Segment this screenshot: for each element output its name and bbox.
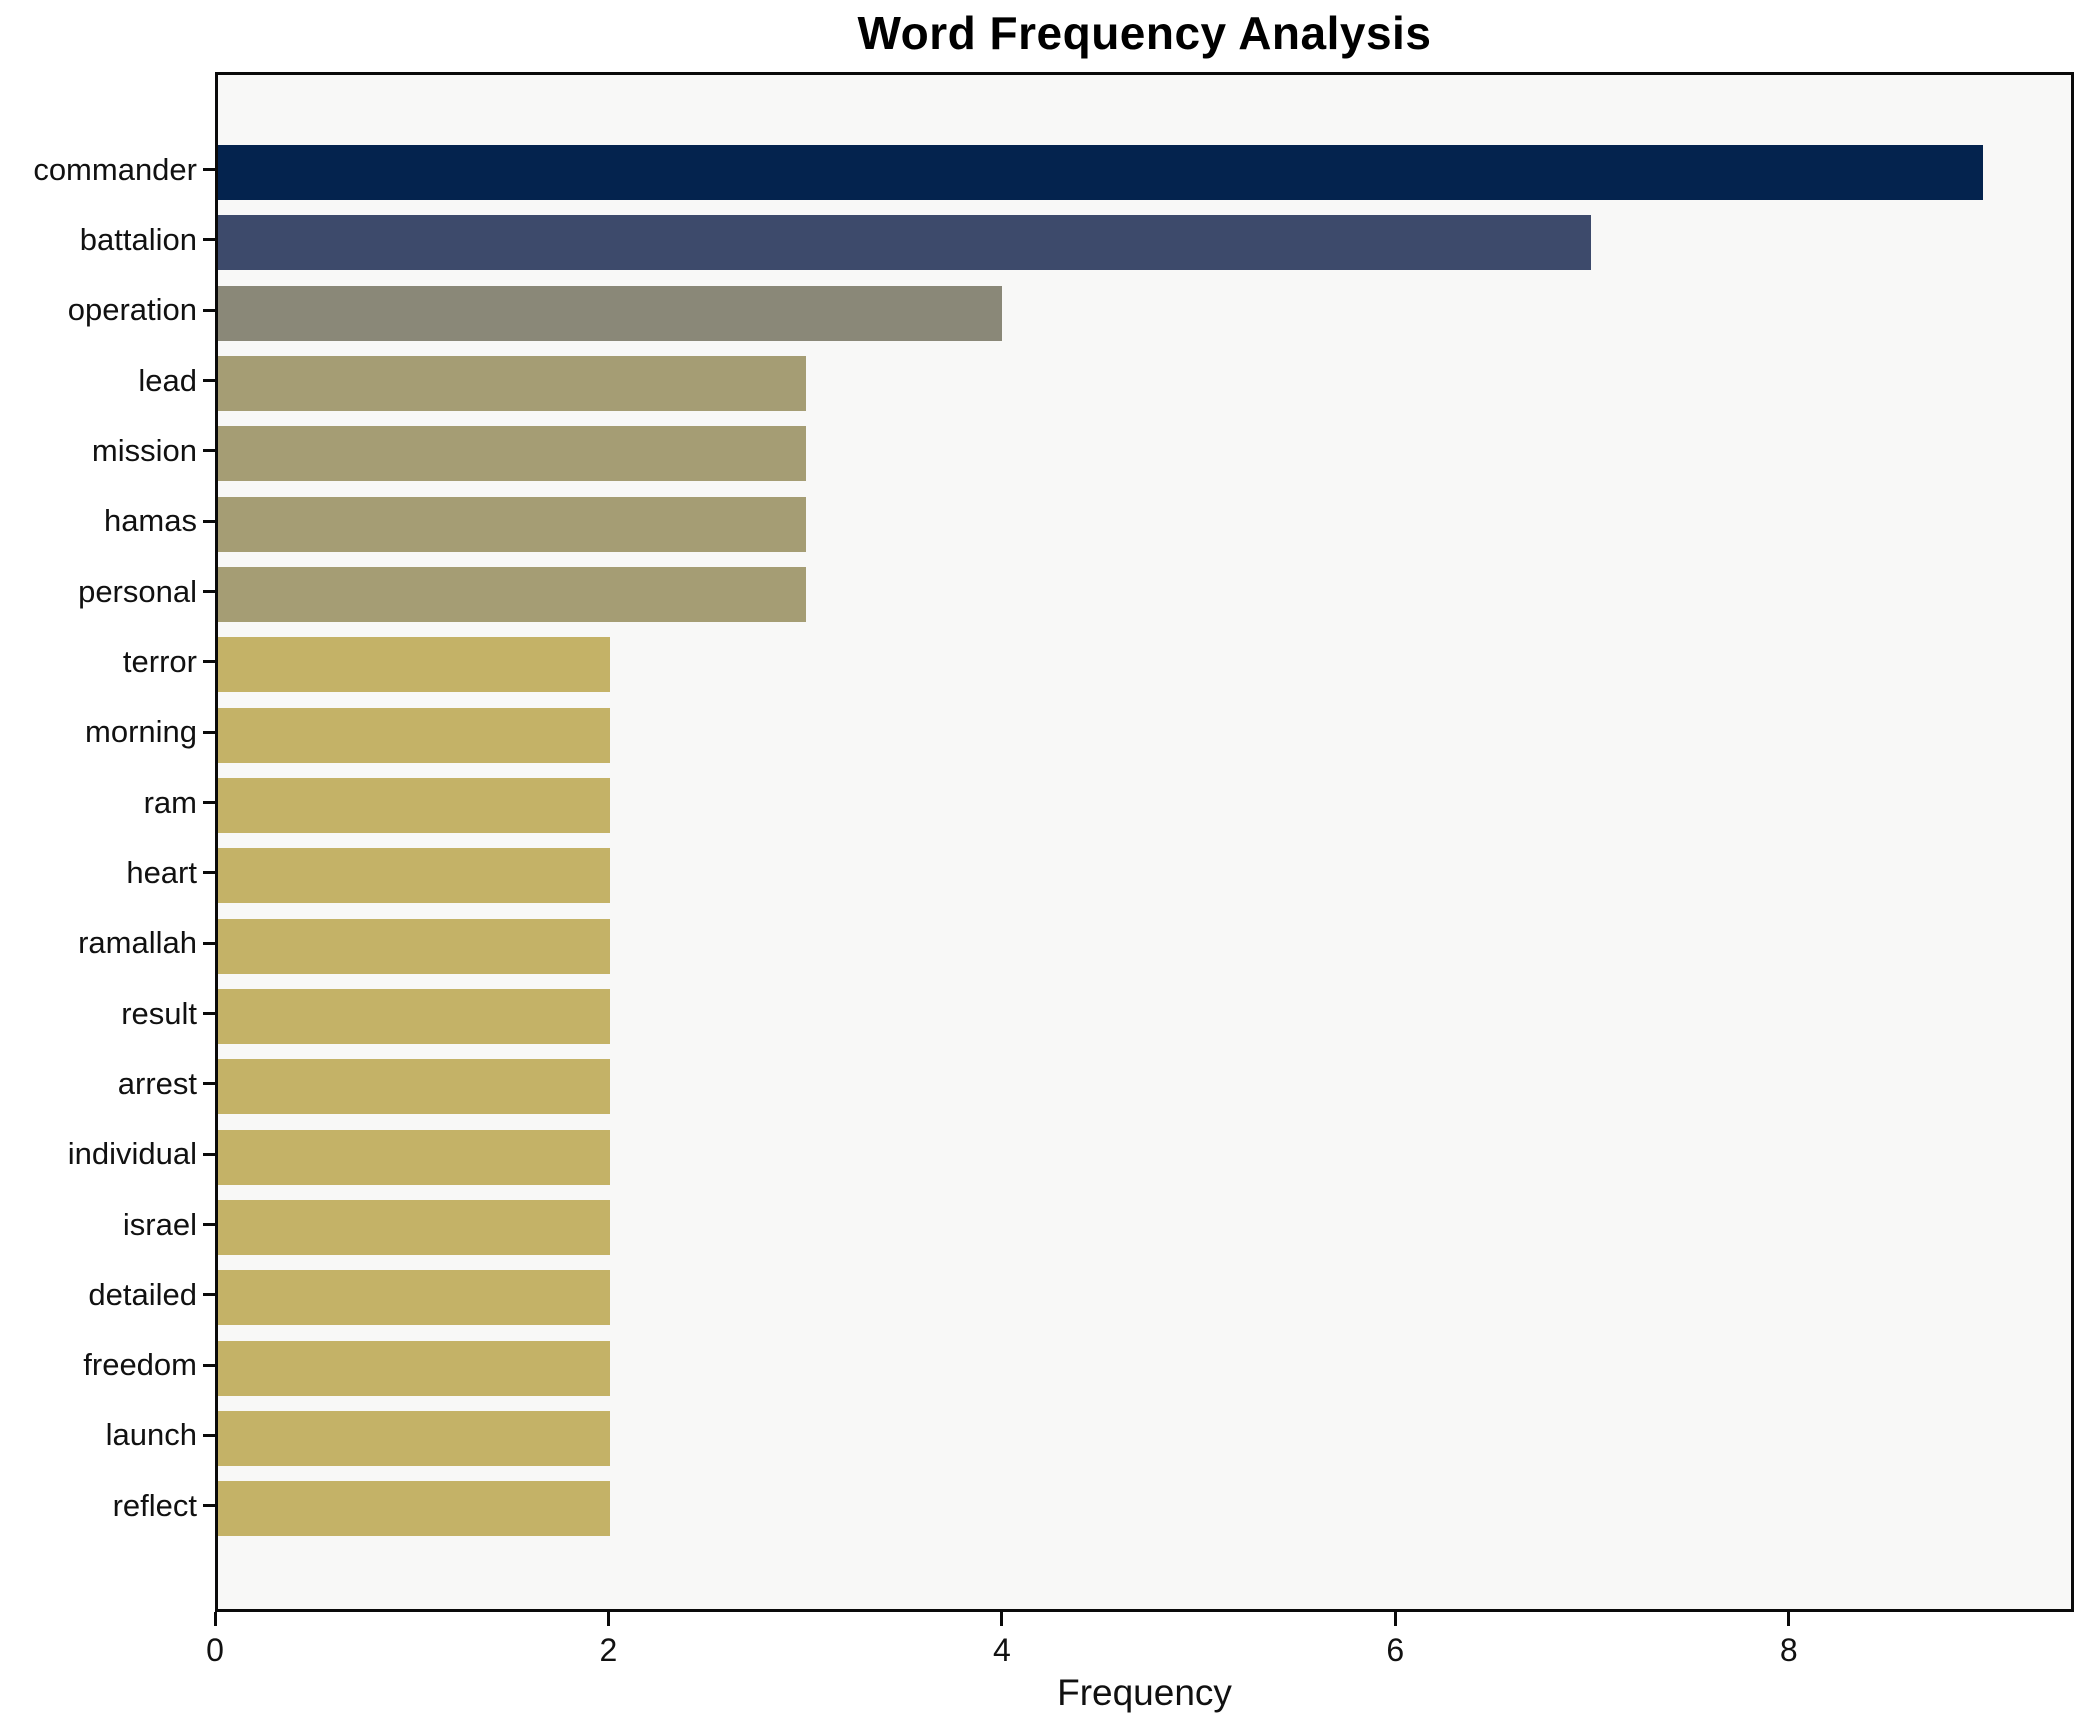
x-tick-mark (1787, 1612, 1791, 1626)
y-tick-label-ram: ram (143, 784, 197, 820)
bar-result (218, 989, 611, 1044)
y-tick-label-commander: commander (33, 151, 197, 187)
x-tick-mark (606, 1612, 610, 1626)
plot-area (215, 72, 2074, 1612)
bar-operation (218, 285, 1003, 341)
bar-reflect (218, 1481, 611, 1537)
y-tick-mark (203, 1293, 215, 1297)
bar-heart (218, 848, 611, 904)
x-tick-mark (213, 1612, 217, 1626)
x-tick-label-2: 2 (599, 1632, 618, 1668)
y-tick-mark (203, 168, 215, 171)
y-tick-mark (203, 1012, 215, 1015)
bar-personal (218, 567, 807, 622)
chart-title: Word Frequency Analysis (857, 7, 1432, 59)
y-tick-label-individual: individual (67, 1136, 197, 1172)
y-tick-mark (203, 1433, 215, 1437)
y-tick-mark (203, 308, 215, 312)
y-tick-label-freedom: freedom (83, 1347, 197, 1383)
y-tick-label-battalion: battalion (79, 221, 197, 257)
y-tick-label-arrest: arrest (117, 1065, 197, 1101)
y-tick-mark (203, 379, 215, 382)
y-tick-mark (203, 1223, 215, 1226)
bar-launch (218, 1410, 611, 1466)
bar-mission (218, 426, 807, 482)
x-tick-label-6: 6 (1386, 1632, 1405, 1668)
y-tick-label-ramallah: ramallah (78, 925, 197, 961)
y-tick-label-mission: mission (91, 432, 197, 468)
bar-israel (218, 1200, 611, 1255)
y-tick-label-lead: lead (138, 362, 197, 398)
x-tick-mark (1393, 1612, 1397, 1626)
y-tick-mark (203, 871, 215, 875)
bar-commander (218, 145, 1983, 200)
y-tick-label-operation: operation (67, 292, 197, 328)
bar-ramallah (218, 918, 611, 974)
y-tick-label-hamas: hamas (103, 503, 197, 539)
x-tick-mark (1000, 1612, 1004, 1626)
y-tick-mark (203, 238, 215, 242)
y-tick-mark (203, 1152, 215, 1156)
bar-terror (218, 637, 611, 693)
y-tick-mark (203, 590, 215, 593)
y-tick-label-reflect: reflect (112, 1487, 197, 1523)
y-tick-mark (203, 941, 215, 945)
bar-morning (218, 707, 611, 763)
y-tick-mark (203, 1363, 215, 1367)
y-tick-label-launch: launch (105, 1417, 197, 1453)
y-tick-mark (203, 801, 215, 804)
y-tick-label-result: result (121, 995, 197, 1031)
y-tick-mark (203, 449, 215, 453)
bar-lead (218, 356, 807, 411)
y-tick-mark (203, 519, 215, 523)
y-tick-label-israel: israel (122, 1206, 197, 1242)
y-tick-mark (203, 660, 215, 664)
bar-battalion (218, 215, 1591, 271)
x-tick-label-8: 8 (1779, 1632, 1798, 1668)
bar-freedom (218, 1340, 611, 1396)
y-tick-mark (203, 730, 215, 734)
bar-individual (218, 1129, 611, 1185)
y-tick-label-heart: heart (126, 854, 197, 890)
y-tick-mark (203, 1504, 215, 1508)
bar-hamas (218, 496, 807, 552)
bar-arrest (218, 1059, 611, 1115)
x-axis-title: Frequency (1057, 1672, 1232, 1713)
y-tick-label-personal: personal (78, 573, 197, 609)
y-tick-label-morning: morning (85, 714, 197, 750)
bar-ram (218, 778, 611, 833)
x-tick-label-0: 0 (206, 1632, 224, 1668)
y-tick-label-terror: terror (122, 643, 197, 679)
x-tick-label-4: 4 (992, 1632, 1011, 1668)
bar-detailed (218, 1270, 611, 1326)
y-tick-mark (203, 1082, 215, 1086)
y-tick-label-detailed: detailed (88, 1276, 197, 1312)
